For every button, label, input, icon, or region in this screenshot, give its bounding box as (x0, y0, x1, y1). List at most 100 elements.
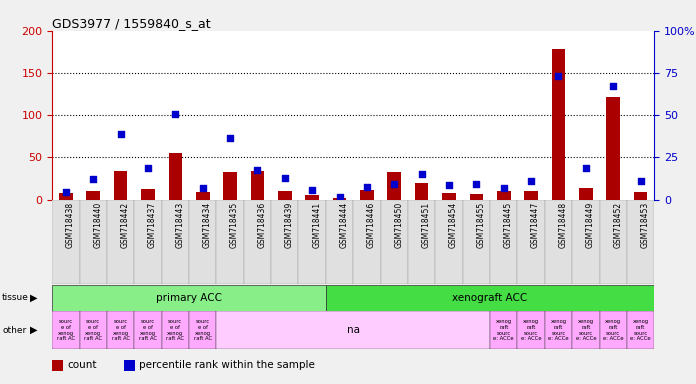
Bar (196, 192, 209, 200)
Point (443, 182, 454, 189)
Bar (79, 200, 107, 284)
Text: other: other (2, 326, 26, 335)
Text: GSM718447: GSM718447 (531, 202, 540, 248)
Bar (415, 183, 429, 200)
Bar (353, 200, 381, 284)
Text: GSM718449: GSM718449 (586, 202, 595, 248)
Point (170, 111, 181, 118)
Point (525, 178, 537, 184)
Text: xenog
raft
sourc
e: ACCe: xenog raft sourc e: ACCe (493, 319, 514, 341)
Bar (579, 188, 593, 200)
Bar (161, 311, 189, 349)
Bar (326, 200, 353, 284)
Point (88, 175, 99, 182)
Text: GSM718441: GSM718441 (313, 202, 321, 248)
Bar (545, 200, 572, 284)
Bar (168, 153, 182, 200)
Bar (134, 311, 161, 349)
Bar (627, 311, 654, 349)
Bar (408, 200, 435, 284)
Text: xenog
raft
sourc
e: ACCe: xenog raft sourc e: ACCe (631, 319, 651, 341)
Bar (299, 200, 326, 284)
Bar (435, 200, 463, 284)
Text: primary ACC: primary ACC (156, 293, 222, 303)
Text: GSM718446: GSM718446 (367, 202, 376, 248)
Bar (125, 360, 135, 371)
Point (416, 171, 427, 177)
Text: GSM718452: GSM718452 (613, 202, 622, 248)
Text: sourc
e of
xenog
raft AC: sourc e of xenog raft AC (166, 319, 184, 341)
Bar (271, 200, 299, 284)
Text: GDS3977 / 1559840_s_at: GDS3977 / 1559840_s_at (52, 17, 211, 30)
Point (115, 131, 126, 137)
Bar (545, 311, 572, 349)
Text: xenog
raft
sourc
e: ACCe: xenog raft sourc e: ACCe (576, 319, 596, 341)
Point (470, 180, 482, 187)
Bar (388, 172, 401, 200)
Bar (107, 200, 134, 284)
Point (279, 175, 290, 181)
Point (143, 164, 154, 170)
Text: xenog
raft
sourc
e: ACCe: xenog raft sourc e: ACCe (521, 319, 541, 341)
Bar (381, 200, 408, 284)
Text: GSM718440: GSM718440 (93, 202, 102, 248)
Bar (497, 191, 511, 200)
Text: GSM718442: GSM718442 (120, 202, 129, 248)
Text: GSM718451: GSM718451 (422, 202, 431, 248)
Bar (326, 285, 654, 311)
Bar (627, 200, 654, 284)
Bar (216, 311, 490, 349)
Bar (134, 200, 161, 284)
Text: ▶: ▶ (30, 293, 38, 303)
Point (334, 194, 345, 200)
Bar (524, 191, 538, 200)
Bar (107, 311, 134, 349)
Text: GSM718434: GSM718434 (203, 202, 212, 248)
Text: GSM718454: GSM718454 (449, 202, 458, 248)
Bar (216, 200, 244, 284)
Point (635, 178, 646, 184)
Point (608, 83, 619, 89)
Bar (141, 189, 155, 200)
Text: percentile rank within the sample: percentile rank within the sample (139, 360, 315, 371)
Bar (552, 49, 565, 200)
Point (553, 73, 564, 79)
Text: xenograft ACC: xenograft ACC (452, 293, 528, 303)
Bar (572, 311, 599, 349)
Text: GSM718450: GSM718450 (394, 202, 403, 248)
Bar (463, 200, 490, 284)
Text: xenog
raft
sourc
e: ACCe: xenog raft sourc e: ACCe (603, 319, 624, 341)
Text: na: na (347, 325, 360, 335)
Point (307, 187, 318, 194)
Text: sourc
e of
xenog
raft AC: sourc e of xenog raft AC (57, 319, 75, 341)
Text: GSM718435: GSM718435 (230, 202, 239, 248)
Bar (223, 172, 237, 200)
Bar (490, 200, 517, 284)
Point (197, 185, 208, 191)
Bar (599, 311, 627, 349)
Text: sourc
e of
xenog
raft AC: sourc e of xenog raft AC (193, 319, 212, 341)
Text: GSM718439: GSM718439 (285, 202, 294, 248)
Bar (517, 311, 545, 349)
Text: GSM718455: GSM718455 (476, 202, 485, 248)
Bar (572, 200, 599, 284)
Point (225, 135, 236, 141)
Point (361, 184, 372, 190)
Text: GSM718444: GSM718444 (340, 202, 349, 248)
Bar (442, 193, 456, 200)
Bar (606, 97, 620, 200)
Bar (86, 191, 100, 200)
Text: GSM718443: GSM718443 (175, 202, 184, 248)
Text: GSM718438: GSM718438 (66, 202, 75, 248)
Bar (52, 285, 326, 311)
Text: GSM718437: GSM718437 (148, 202, 157, 248)
Bar (52, 311, 79, 349)
Text: count: count (68, 360, 97, 371)
Point (252, 167, 263, 173)
Text: GSM718436: GSM718436 (258, 202, 267, 248)
Bar (189, 311, 216, 349)
Point (61, 189, 72, 195)
Bar (470, 194, 483, 200)
Bar (52, 360, 63, 371)
Text: GSM718453: GSM718453 (640, 202, 649, 248)
